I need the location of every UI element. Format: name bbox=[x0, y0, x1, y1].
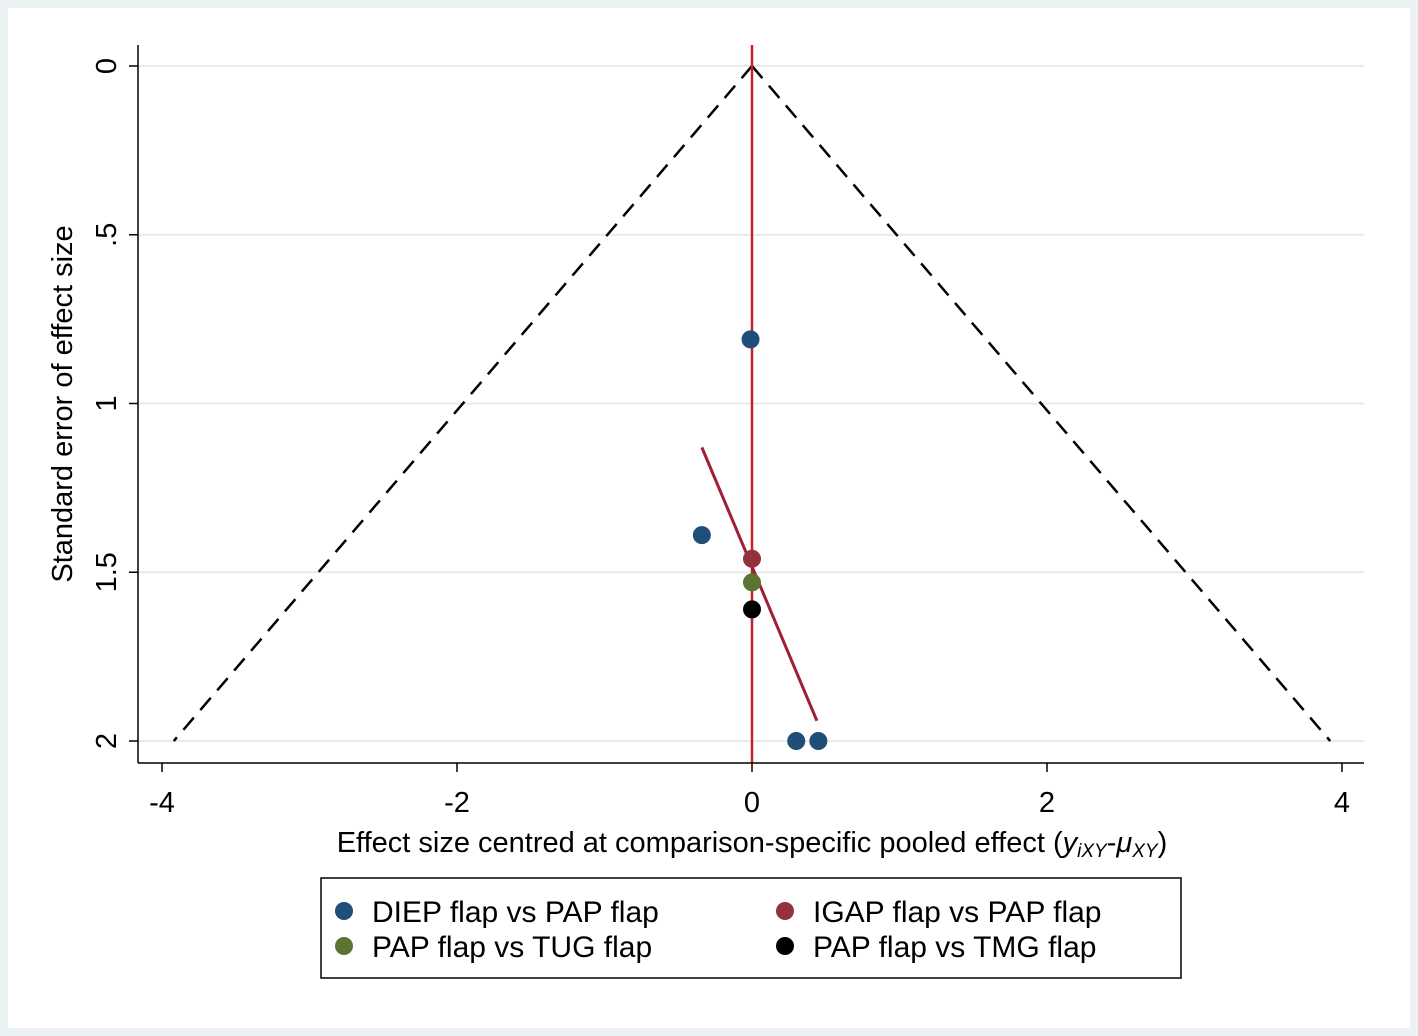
x-axis-title: Effect size centred at comparison-specif… bbox=[337, 827, 1168, 862]
data-point-series-0-1 bbox=[692, 526, 711, 545]
x-tick-label-1: -2 bbox=[444, 787, 470, 819]
funnel-left-line bbox=[172, 65, 753, 742]
x-tick-label-2: 0 bbox=[744, 787, 760, 819]
legend-label-pap-tmg: PAP flap vs TMG flap bbox=[813, 931, 1096, 964]
legend-marker-pap-tmg bbox=[776, 937, 794, 955]
x-tick-label-4: 4 bbox=[1334, 787, 1350, 819]
legend-marker-diep-pap bbox=[335, 902, 353, 920]
data-point-series-3-0 bbox=[743, 600, 761, 619]
data-point-series-0-3 bbox=[809, 732, 828, 750]
legend-label-igap-pap: IGAP flap vs PAP flap bbox=[813, 896, 1102, 929]
funnel-lines bbox=[172, 65, 1332, 742]
x-tick-label-3: 2 bbox=[1039, 787, 1055, 819]
data-point-series-0-2 bbox=[787, 732, 806, 750]
y-ticks: 0 .5 1 1.5 2 bbox=[91, 58, 138, 749]
legend-box bbox=[320, 877, 1182, 979]
data-point-series-2-0 bbox=[743, 573, 761, 592]
funnel-right-line bbox=[751, 65, 1332, 742]
y-tick-label-4: 2 bbox=[91, 733, 123, 749]
legend-label-pap-tug: PAP flap vs TUG flap bbox=[372, 931, 652, 964]
legend-marker-igap-pap bbox=[776, 902, 794, 920]
y-tick-label-1: .5 bbox=[91, 223, 123, 247]
legend-marker-pap-tug bbox=[335, 937, 353, 955]
data-point-series-1-0 bbox=[743, 549, 761, 568]
y-tick-label-0: 0 bbox=[91, 58, 123, 74]
y-tick-label-2: 1 bbox=[91, 395, 123, 411]
x-tick-label-0: -4 bbox=[149, 787, 175, 819]
y-axis-title: Standard error of effect size bbox=[47, 225, 79, 582]
data-points bbox=[692, 330, 828, 750]
legend-label-diep-pap: DIEP flap vs PAP flap bbox=[372, 896, 659, 929]
data-point-series-0-0 bbox=[741, 330, 760, 349]
y-tick-label-3: 1.5 bbox=[91, 552, 123, 592]
x-ticks: -4 -2 0 2 4 bbox=[149, 763, 1350, 819]
legend: DIEP flap vs PAP flap IGAP flap vs PAP f… bbox=[320, 877, 1182, 979]
